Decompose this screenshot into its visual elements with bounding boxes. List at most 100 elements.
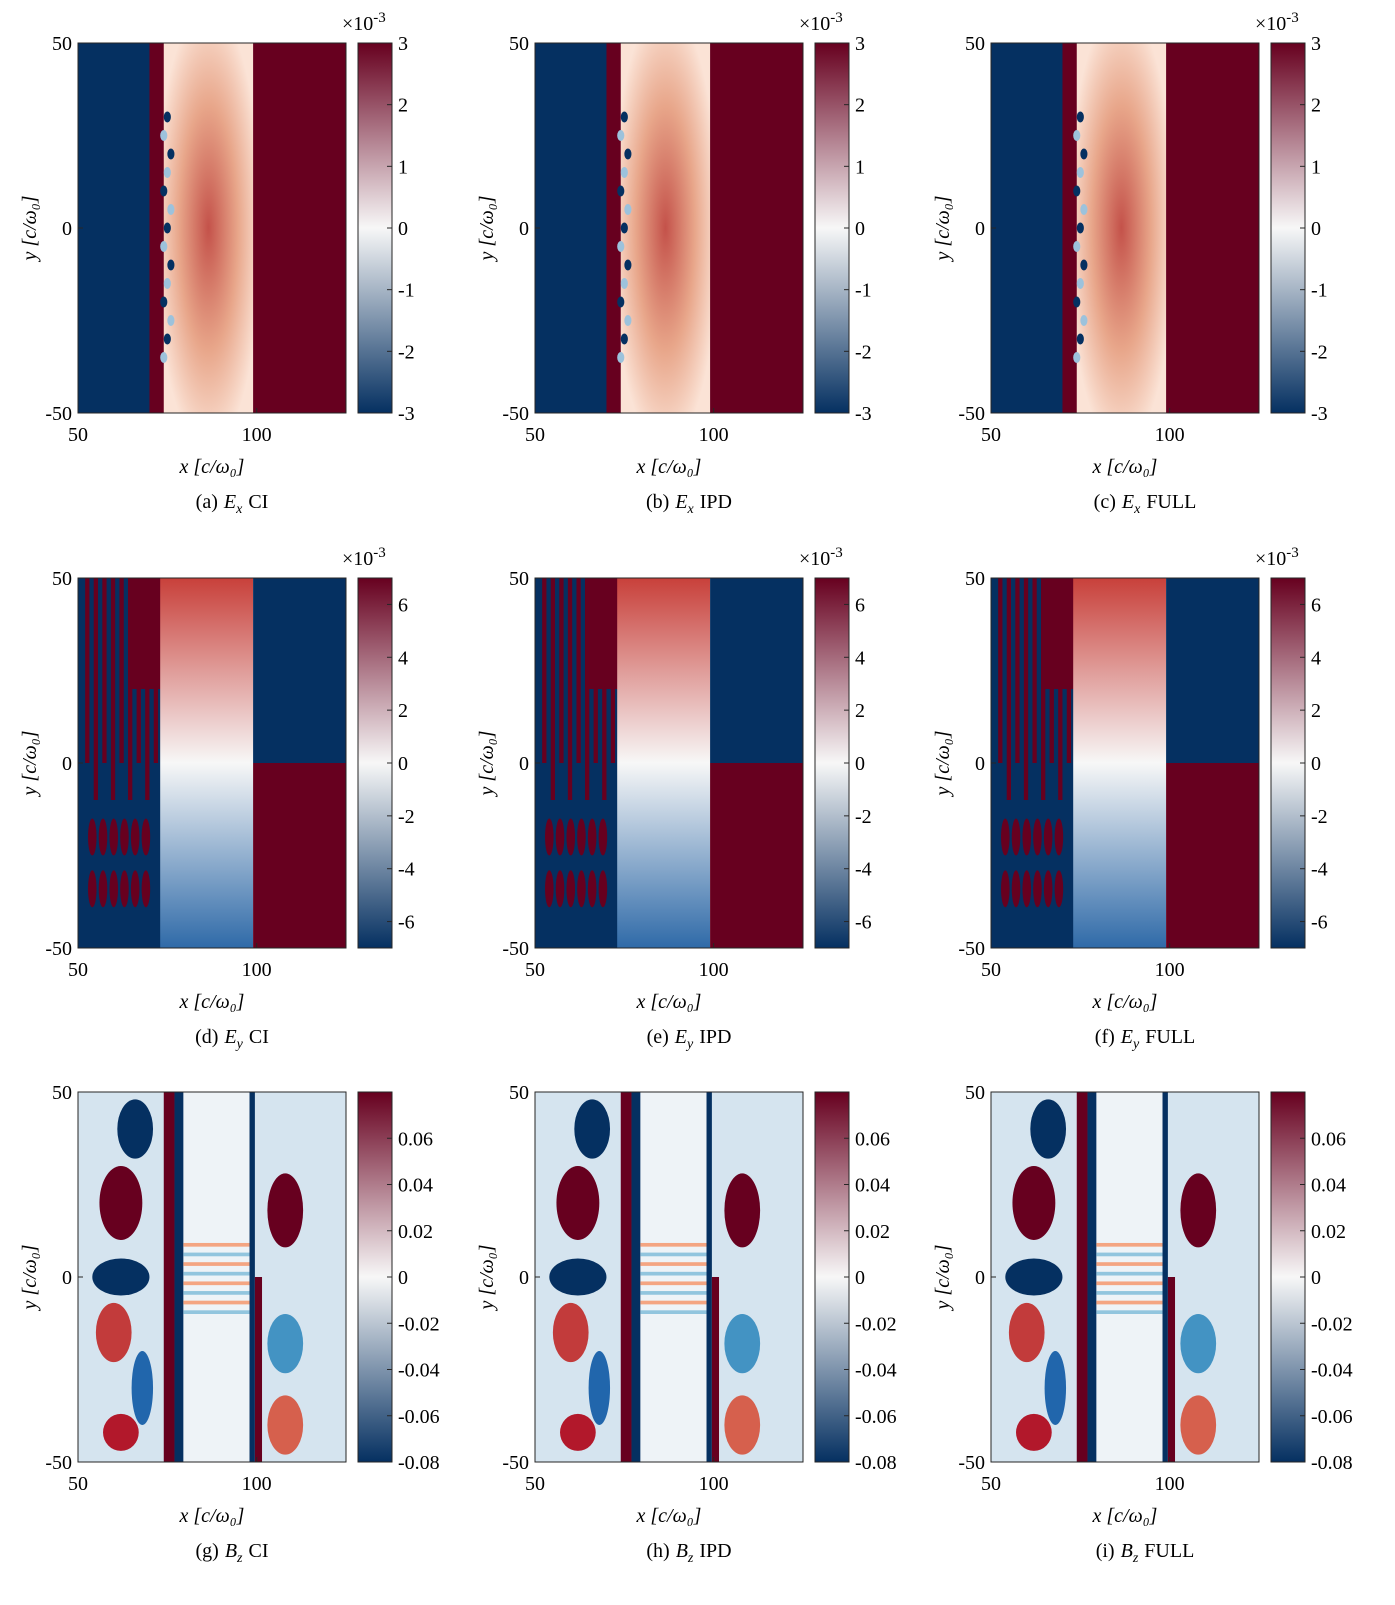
field-region [119, 578, 124, 763]
field-region [617, 185, 625, 197]
field-region [254, 1277, 263, 1462]
caption-method: IPD [699, 1540, 731, 1562]
caption: (h) Bz IPD [646, 1540, 731, 1566]
caption-method: CI [249, 1540, 269, 1562]
heatmap [535, 1092, 803, 1462]
y-axis-label: y [c/ω₀] [932, 196, 954, 263]
field-region [174, 1092, 184, 1462]
colorbar-tick-label: -4 [398, 859, 415, 881]
colorbar-tick-label: -6 [855, 912, 872, 934]
field-region [130, 818, 140, 856]
colorbar-tick-label: 0 [855, 218, 865, 240]
field-region [267, 1173, 304, 1248]
field-region [1180, 1173, 1217, 1248]
heatmap [78, 578, 346, 948]
x-tick-label: 100 [1155, 959, 1185, 981]
field-region [620, 166, 628, 179]
colorbar-tick-label: 0 [398, 218, 408, 240]
colorbar-tick-label: -1 [855, 280, 872, 302]
y-tick-label: 0 [62, 1267, 72, 1289]
field-region [183, 1271, 250, 1276]
multiplier-base: ×10 [799, 13, 830, 35]
x-axis-label: x [c/ω₀] [1092, 991, 1158, 1013]
field-region [1022, 870, 1032, 908]
field-region [617, 129, 625, 142]
heatmap [991, 578, 1259, 948]
field-region [1022, 818, 1032, 856]
caption-label: (h) [646, 1540, 669, 1562]
field-region [183, 1092, 250, 1462]
caption-label: (d) [195, 1026, 218, 1048]
field-region [160, 351, 168, 364]
field-region [163, 333, 171, 345]
field-region [128, 578, 164, 689]
field-region [1080, 259, 1088, 271]
field-region [566, 818, 576, 856]
caption-symbol: B [225, 1540, 237, 1562]
field-region [1087, 1092, 1097, 1462]
x-axis-label: x [c/ω₀] [179, 991, 245, 1013]
caption-symbol: E [1121, 491, 1134, 513]
x-axis-label: x [c/ω₀] [1092, 456, 1158, 478]
field-region [706, 1092, 712, 1462]
field-region [631, 1092, 641, 1462]
y-tick-label: -50 [958, 1452, 985, 1474]
colorbar-tick-label: 0.06 [1311, 1128, 1346, 1150]
field-region [559, 578, 564, 763]
caption-subscript: z [1132, 1551, 1139, 1566]
field-region [640, 1281, 707, 1286]
field-region [183, 1252, 250, 1257]
field-region [78, 43, 154, 413]
x-axis-label: x [c/ω₀] [636, 991, 702, 1013]
field-region [724, 1395, 761, 1455]
field-region [640, 1252, 707, 1257]
field-region [183, 1262, 250, 1266]
heatmap [991, 43, 1259, 413]
field-region [535, 43, 611, 413]
field-region [167, 148, 175, 160]
caption-subscript: z [236, 1551, 243, 1566]
field-region [110, 578, 116, 800]
colorbar-tick-label: -0.06 [398, 1406, 440, 1428]
colorbar-tick-label: 4 [1311, 647, 1321, 669]
colorbar-tick-label: 4 [398, 647, 408, 669]
field-region [1008, 1302, 1045, 1363]
colorbar-tick-label: 0 [398, 1267, 408, 1289]
colorbar-tick-label: -0.02 [855, 1313, 897, 1335]
y-tick-label: -50 [958, 403, 985, 425]
field-region [1033, 818, 1042, 856]
multiplier-exponent: -3 [373, 545, 386, 561]
y-tick-label: 0 [519, 753, 529, 775]
field-region [1076, 222, 1084, 234]
field-region [1073, 351, 1081, 364]
x-tick-label: 100 [1155, 1473, 1185, 1495]
field-region [98, 818, 108, 856]
multiplier-base: ×10 [1255, 548, 1286, 570]
field-region [1011, 818, 1021, 856]
field-region [1015, 578, 1020, 763]
field-region [93, 578, 99, 800]
caption: (f) Ey FULL [1095, 1026, 1195, 1052]
colorbar-multiplier: ×10-3 [799, 10, 843, 35]
colorbar-tick-label: 0 [855, 753, 865, 775]
field-region [1096, 1262, 1163, 1266]
field-region [567, 578, 573, 800]
colorbar-tick-label: -0.02 [1311, 1313, 1353, 1335]
field-region [1166, 578, 1259, 763]
y-axis-label: y [c/ω₀] [476, 731, 498, 798]
field-region [1043, 818, 1053, 856]
field-region [99, 1166, 143, 1240]
caption: (d) Ey CI [195, 1026, 269, 1052]
colorbar [814, 577, 850, 949]
field-region [95, 1302, 132, 1363]
caption-symbol: E [223, 1026, 236, 1048]
field-region [141, 870, 151, 908]
heatmap [78, 43, 346, 413]
colorbar-multiplier: ×10-3 [342, 545, 386, 570]
y-tick-label: 50 [509, 33, 529, 55]
field-region [1180, 1395, 1217, 1455]
colorbar-tick-label: 2 [855, 95, 865, 117]
x-tick-label: 100 [242, 959, 272, 981]
caption: (c) Ex FULL [1094, 491, 1197, 517]
field-region [109, 870, 119, 908]
